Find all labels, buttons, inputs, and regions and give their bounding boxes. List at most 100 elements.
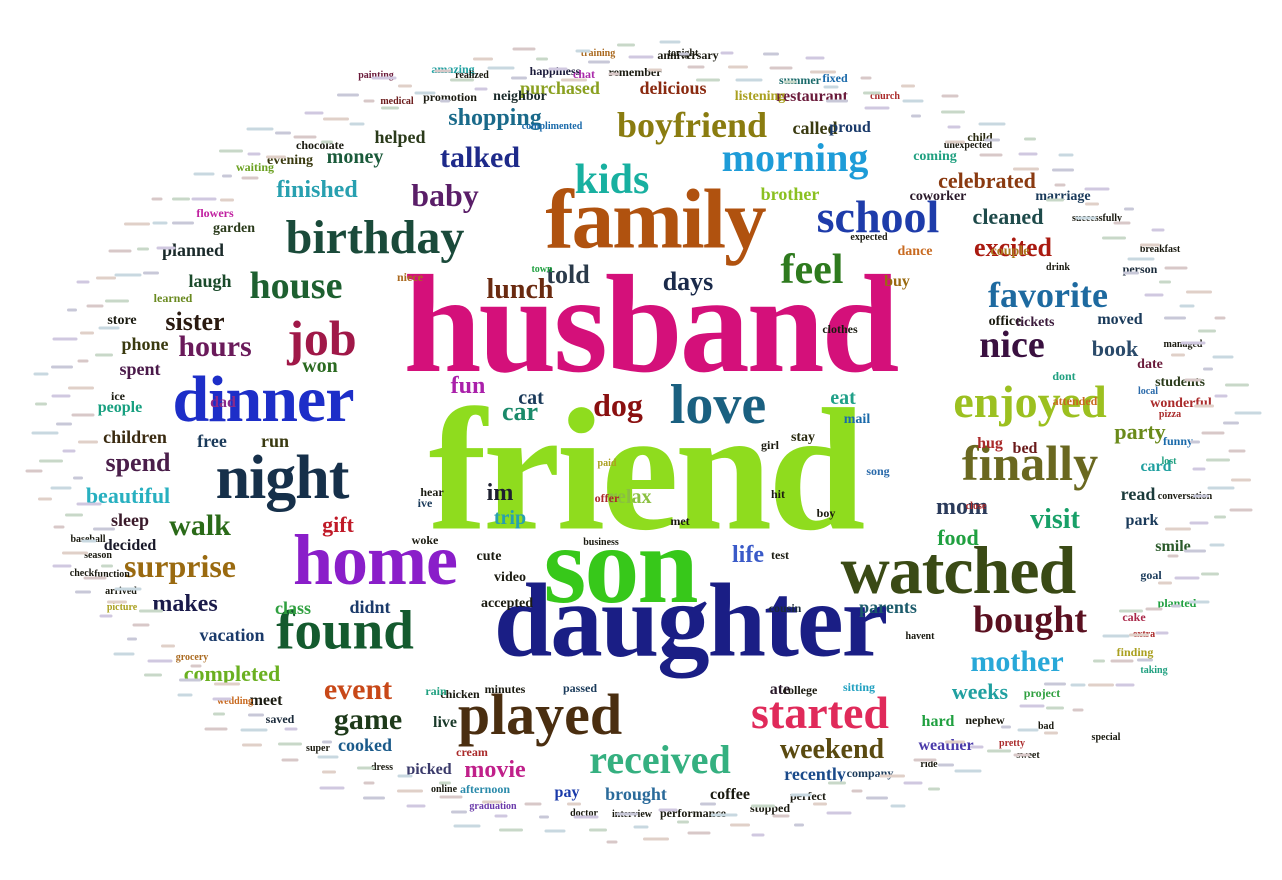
filler-word-mark [687,831,711,835]
cloud-word-daughter: daughter [493,561,888,679]
cloud-word-house: house [249,265,343,307]
cloud-word-wedding: wedding [216,696,254,707]
cloud-word-function: function [94,569,130,580]
cloud-word-friend: friend [428,372,866,567]
filler-word-mark [1212,355,1234,359]
filler-word-mark [1023,137,1036,141]
cloud-word-purchased: purchased [520,78,600,98]
filler-word-mark [1228,449,1246,453]
cloud-word-waiting: waiting [235,160,275,174]
cloud-word-dad: dad [210,394,236,411]
filler-word-mark [735,78,763,82]
cloud-word-taking: taking [1140,665,1168,676]
filler-word-mark [212,697,232,700]
filler-word-mark [535,57,548,61]
filler-word-mark [482,800,503,803]
filler-word-mark [1200,572,1219,576]
filler-word-mark [240,728,268,732]
filler-word-mark [910,114,921,118]
filler-word-mark [397,789,424,793]
cloud-word-received: received [589,737,731,782]
cloud-word-picked: picked [406,761,452,778]
cloud-word-relax: relax [608,486,652,508]
filler-word-mark [826,99,849,103]
filler-word-mark [658,808,678,812]
filler-word-mark [266,155,287,159]
cloud-word-planned: planned [161,240,225,260]
filler-word-mark [633,825,649,829]
filler-word-mark [1165,527,1192,531]
filler-word-mark [567,802,582,806]
cloud-word-college: college [782,683,818,697]
filler-word-mark [938,763,955,767]
cloud-word-movie: movie [464,757,526,783]
filler-word-mark [156,246,176,250]
cloud-word-game: game [333,703,403,736]
cloud-word-beautiful: beautiful [85,483,171,508]
filler-word-mark [1129,633,1150,637]
filler-word-mark [901,84,916,88]
cloud-word-cooked: cooked [338,735,392,755]
filler-word-mark [1044,731,1059,735]
cloud-word-started: started [751,687,889,738]
filler-word-mark [474,87,488,91]
filler-word-mark [851,789,863,793]
filler-word-mark [138,609,163,613]
cloud-word-baby: baby [411,177,479,213]
cloud-word-tickets: tickets [1015,315,1055,330]
cloud-word-cousin: cousin [768,601,802,615]
cloud-word-spent: spent [119,359,161,379]
filler-word-mark [575,49,591,53]
filler-word-mark [763,52,780,56]
cloud-word-birthday: birthday [285,211,465,264]
filler-word-mark [1144,293,1164,297]
filler-word-mark [1013,753,1031,757]
filler-word-mark [984,138,1000,141]
filler-word-mark [274,131,291,135]
filler-word-mark [864,106,890,110]
filler-word-mark [147,659,173,663]
filler-word-mark [1139,243,1160,247]
filler-word-mark [439,795,463,799]
cloud-word-picture: picture [106,602,138,613]
filler-word-mark [247,152,261,156]
cloud-word-cake: cake [1122,610,1146,624]
filler-word-mark [860,76,872,80]
cloud-word-minutes: minutes [484,682,526,696]
cloud-word-garden: garden [213,221,255,236]
filler-word-mark [862,91,881,95]
filler-word-mark [1123,207,1134,211]
cloud-word-dress: dress [370,762,394,773]
filler-word-mark [322,117,349,121]
cloud-word-mother: mother [970,645,1064,678]
filler-word-mark [284,727,298,731]
cloud-word-card: card [1140,458,1172,475]
cloud-word-spend: spend [105,448,171,477]
filler-word-mark [1214,515,1227,519]
cloud-word-goal: goal [1140,568,1162,582]
cloud-word-successfully: successfully [1072,213,1122,224]
cloud-word-buy: buy [884,273,910,290]
cloud-word-marriage: marriage [1035,189,1091,204]
cloud-word-coworker: coworker [909,189,967,204]
cloud-word-test: test [771,548,789,562]
filler-word-mark [1201,431,1225,435]
cloud-word-life: life [732,542,764,568]
cloud-word-moved: moved [1097,311,1143,328]
cloud-word-havent: havent [905,631,935,642]
filler-word-mark [1070,683,1086,687]
filler-word-mark [628,55,654,59]
filler-word-mark [699,802,716,806]
cloud-word-talked: talked [439,141,521,174]
filler-word-mark [1084,187,1110,191]
filler-word-mark [136,247,149,251]
filler-word-mark [104,299,129,303]
filler-word-mark [573,815,599,819]
cloud-word-listening: listening [734,89,786,104]
filler-word-mark [498,828,523,832]
filler-word-mark [1084,202,1099,206]
filler-word-mark [903,781,922,785]
cloud-word-found: found [276,599,414,661]
cloud-word-decided: decided [103,537,157,554]
cloud-word-school: school [816,191,940,242]
